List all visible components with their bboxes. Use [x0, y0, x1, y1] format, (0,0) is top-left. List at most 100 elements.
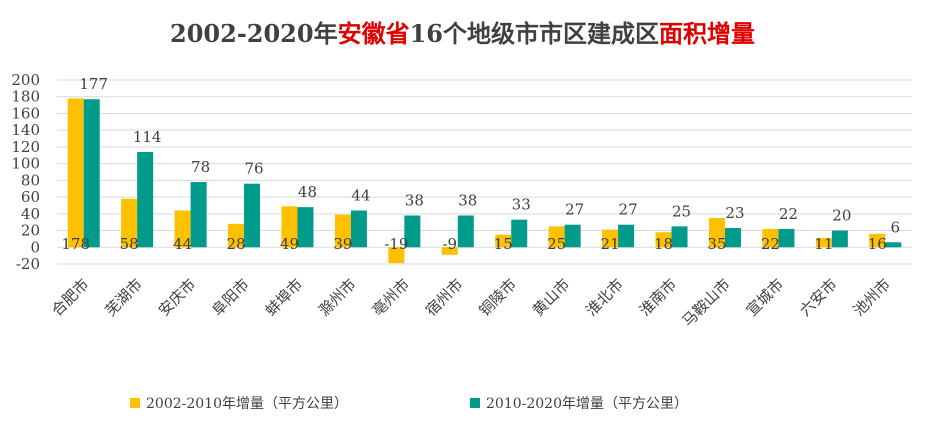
bar-series-a [228, 223, 245, 248]
title-part-1: 2002-2020年 [170, 19, 338, 48]
x-category-label: 阜阳市 [208, 275, 253, 320]
data-label-series-a: 11 [814, 235, 833, 253]
bar-series-b [618, 224, 635, 248]
data-label-series-b: 27 [619, 201, 638, 219]
data-label-series-b: 44 [351, 186, 370, 204]
y-tick-label: 60 [21, 188, 40, 206]
data-label-series-a: -19 [384, 235, 408, 253]
bar-series-b [297, 207, 314, 248]
x-category-label: 蚌埠市 [262, 275, 307, 320]
data-label-series-a: 21 [601, 235, 620, 253]
data-label-series-a: -9 [442, 235, 457, 253]
data-label-series-a: 35 [707, 235, 726, 253]
legend-item-series-b: 2010-2020年增量（平方公里） [470, 393, 688, 413]
x-category-label: 淮南市 [636, 275, 681, 320]
data-label-series-a: 15 [494, 235, 513, 253]
x-category-label: 宿州市 [422, 275, 467, 320]
legend-item-series-a: 2002-2010年增量（平方公里） [130, 393, 348, 413]
data-label-series-b: 114 [133, 128, 162, 146]
bar-series-a [495, 234, 512, 248]
bar-series-a [815, 238, 832, 248]
data-label-series-b: 6 [891, 218, 901, 236]
data-label-series-b: 38 [405, 191, 424, 209]
x-category-label: 马鞍山市 [679, 275, 734, 330]
data-label-series-a: 58 [120, 235, 139, 253]
x-category-label: 芜湖市 [101, 275, 146, 320]
title-part-3: 16个地级市市区建成区 [409, 19, 659, 48]
data-label-series-b: 22 [779, 205, 798, 223]
data-label-series-a: 18 [654, 235, 673, 253]
bar-series-b [350, 210, 367, 248]
bar-series-b [404, 215, 421, 248]
bar-series-b [244, 183, 261, 248]
bar-series-b [564, 224, 581, 248]
data-label-series-a: 44 [173, 235, 192, 253]
y-tick-label: 0 [30, 238, 40, 256]
bar-series-b [137, 151, 154, 248]
bar-series-a [388, 247, 405, 264]
x-category-label: 铜陵市 [475, 275, 520, 320]
data-label-series-b: 76 [244, 160, 263, 178]
data-label-series-b: 23 [725, 204, 744, 222]
y-tick-label: 40 [21, 205, 40, 223]
data-label-series-b: 25 [672, 202, 691, 220]
legend-label-series-a: 2002-2010年增量（平方公里） [146, 396, 348, 412]
bar-series-b [83, 99, 100, 248]
x-category-label: 六安市 [796, 275, 841, 320]
legend-label-series-b: 2010-2020年增量（平方公里） [486, 396, 688, 412]
bar-series-b [831, 230, 848, 248]
bar-series-a [548, 226, 565, 248]
x-category-label: 黄山市 [529, 275, 574, 320]
x-category-label: 池州市 [850, 275, 895, 320]
x-category-label: 亳州市 [369, 275, 414, 320]
bar-series-a [174, 210, 191, 248]
x-category-label: 宣城市 [743, 275, 788, 320]
legend-swatch-series-a [130, 398, 140, 408]
data-label-series-a: 16 [868, 235, 887, 253]
bar-series-b [511, 219, 528, 248]
y-tick-label: 100 [11, 155, 40, 173]
y-tick-label: 20 [21, 222, 40, 240]
data-label-series-a: 39 [333, 235, 352, 253]
y-tick-label: -20 [16, 255, 40, 273]
y-tick-label: 180 [11, 88, 40, 106]
bar-series-a [281, 206, 298, 248]
title-part-2: 安徽省 [337, 19, 410, 48]
bar-series-b [190, 182, 207, 248]
data-label-series-a: 22 [761, 235, 780, 253]
data-label-series-b: 38 [458, 191, 477, 209]
bar-series-b [778, 228, 795, 248]
bar-series-b [457, 215, 474, 248]
bar-series-b [671, 226, 688, 248]
data-label-series-b: 78 [191, 158, 210, 176]
data-label-series-a: 178 [61, 235, 90, 253]
y-tick-label: 140 [11, 121, 40, 139]
data-label-series-b: 20 [832, 207, 851, 225]
data-label-series-b: 27 [565, 201, 584, 219]
y-tick-label: 120 [11, 138, 40, 156]
bar-series-a [602, 229, 619, 248]
bar-series-a [67, 98, 84, 248]
bar-series-a [762, 228, 779, 248]
data-label-series-a: 28 [226, 235, 245, 253]
bar-series-a [655, 232, 672, 248]
legend-swatch-series-b [470, 398, 480, 408]
data-label-series-b: 48 [298, 183, 317, 201]
bar-series-b [724, 228, 741, 248]
data-label-series-b: 177 [79, 75, 108, 93]
bar-series-a [334, 214, 351, 248]
bar-series-a [441, 247, 458, 255]
chart-title: 2002-2020年安徽省16个地级市市区建成区面积增量 [0, 14, 925, 49]
bar-series-b [885, 242, 902, 248]
data-label-series-a: 25 [547, 235, 566, 253]
title-part-4: 面积增量 [658, 19, 755, 48]
data-label-series-a: 49 [280, 235, 299, 253]
y-tick-label: 80 [21, 171, 40, 189]
data-label-series-b: 33 [512, 196, 531, 214]
x-category-label: 滁州市 [315, 275, 360, 320]
y-tick-label: 160 [11, 104, 40, 122]
bar-series-a [121, 198, 138, 248]
x-category-label: 淮北市 [582, 275, 627, 320]
bar-series-a [869, 233, 886, 248]
